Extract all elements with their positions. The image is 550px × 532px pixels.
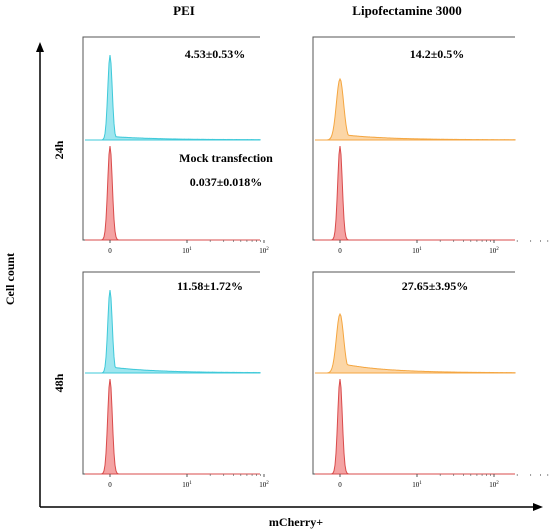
panel-48h-lipofectamine: 0101102103	[312, 271, 549, 489]
histogram-panels: 0101102010110210301011020101102103	[82, 36, 549, 489]
mock-transfection-value: 0.037±0.018%	[190, 175, 263, 189]
panel-24h-lipofectamine: 0101102103	[312, 36, 549, 255]
x-axis-title: mCherry+	[269, 515, 323, 529]
value-label-48h-pei: 11.58±1.72%	[177, 279, 243, 293]
x-tick-label: 0	[338, 481, 342, 489]
histogram-mock-24h-lipofectamine	[315, 145, 515, 241]
panel-48h-pei: 0 101 102	[82, 271, 269, 489]
histogram-transfected-24h-pei	[85, 54, 261, 141]
x-tick-label: 102	[489, 481, 499, 489]
y-axis-title: Cell count	[3, 253, 17, 305]
x-tick-label: 0	[108, 247, 112, 255]
histogram-transfected-24h-lipofectamine	[315, 77, 516, 141]
y-axis-arrow-icon	[36, 42, 44, 52]
x-tick-label: 102	[259, 481, 269, 489]
mock-transfection-label: Mock transfection	[179, 151, 273, 165]
panel-24h-pei: 0 101 102	[82, 36, 269, 255]
x-tick-label: 101	[182, 481, 192, 489]
histogram-mock-48h-lipofectamine	[315, 378, 515, 475]
x-tick-label: 101	[412, 247, 422, 255]
value-label-48h-lipofectamine: 27.65±3.95%	[402, 279, 469, 293]
value-label-24h-pei: 4.53±0.53%	[185, 47, 246, 61]
row-label-24h: 24h	[52, 140, 66, 159]
histogram-mock-24h-pei	[85, 145, 260, 241]
column-header-pei: PEI	[173, 3, 195, 18]
value-label-24h-lipofectamine: 14.2±0.5%	[410, 47, 465, 61]
x-tick-label: 102	[489, 247, 499, 255]
histogram-transfected-48h-pei	[85, 289, 261, 374]
column-header-lipofectamine: Lipofectamine 3000	[352, 3, 461, 18]
histogram-transfected-48h-lipofectamine	[315, 312, 516, 374]
x-tick-label: 0	[108, 481, 112, 489]
x-tick-label: 102	[259, 247, 269, 255]
x-tick-label: 101	[412, 481, 422, 489]
histogram-mock-48h-pei	[85, 378, 260, 475]
x-tick-label: 0	[338, 247, 342, 255]
x-axis-arrow-icon	[533, 503, 543, 511]
x-tick-label: 101	[182, 247, 192, 255]
row-label-48h: 48h	[52, 373, 66, 392]
